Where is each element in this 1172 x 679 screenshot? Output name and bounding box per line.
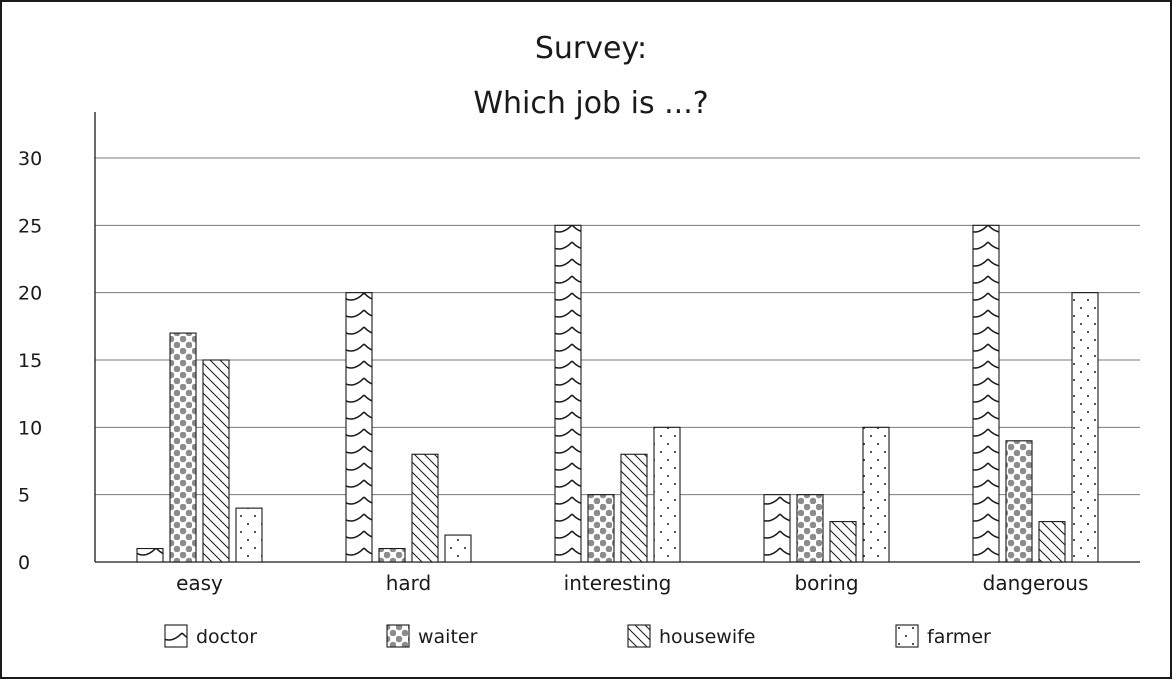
bar-doctor-boring: [763, 494, 791, 563]
legend-label-farmer: farmer: [927, 626, 991, 648]
bar-doctor-dangerous: [972, 224, 1000, 563]
legend-swatch-waiter: [386, 624, 410, 648]
y-tick-label: 25: [18, 215, 42, 237]
title-line-2: Which job is ...?: [473, 86, 708, 121]
x-category-label: hard: [386, 571, 432, 595]
bars: [136, 224, 1099, 563]
legend-label-doctor: doctor: [196, 626, 257, 648]
legend-swatch-doctor: [164, 624, 188, 648]
y-tick-label: 5: [18, 485, 30, 507]
x-category-label: easy: [176, 571, 223, 595]
legend-swatch-housewife: [627, 624, 651, 648]
bar-farmer-interesting: [653, 426, 681, 563]
bar-doctor-interesting: [554, 224, 582, 563]
bar-doctor-easy: [136, 547, 164, 563]
x-axis-category-labels: easy hard interesting boring dangerous: [176, 571, 1088, 595]
bar-housewife-easy: [202, 359, 230, 563]
y-tick-label: 20: [18, 283, 42, 305]
legend: doctor waiter housewife farmer: [164, 624, 991, 648]
legend-label-waiter: waiter: [418, 626, 478, 648]
bar-waiter-interesting: [587, 494, 615, 563]
x-category-label: interesting: [564, 571, 672, 595]
x-category-label: boring: [794, 571, 858, 595]
bar-waiter-easy: [169, 332, 197, 563]
y-tick-label: 10: [18, 417, 42, 439]
bar-farmer-hard: [444, 534, 472, 563]
x-category-label: dangerous: [983, 571, 1089, 595]
y-axis-tick-labels: 0 5 10 15 20 25 30: [18, 148, 42, 574]
bar-housewife-hard: [411, 453, 439, 563]
bar-housewife-interesting: [620, 453, 648, 563]
bar-waiter-hard: [378, 547, 406, 563]
legend-label-housewife: housewife: [659, 626, 756, 648]
bar-housewife-boring: [829, 521, 857, 563]
chart-title: Survey: Which job is ...?: [473, 31, 708, 121]
y-tick-label: 30: [18, 148, 42, 170]
title-line-1: Survey:: [535, 31, 647, 66]
bar-waiter-boring: [796, 494, 824, 563]
bar-farmer-dangerous: [1071, 292, 1099, 563]
bar-doctor-hard: [345, 292, 373, 563]
bar-housewife-dangerous: [1038, 521, 1066, 563]
y-tick-label: 15: [18, 350, 42, 372]
bar-farmer-easy: [235, 507, 263, 563]
gridlines: [95, 157, 1140, 563]
legend-swatch-farmer: [895, 624, 919, 648]
bar-waiter-dangerous: [1005, 440, 1033, 563]
bar-farmer-boring: [862, 426, 890, 563]
y-tick-label: 0: [18, 552, 30, 574]
